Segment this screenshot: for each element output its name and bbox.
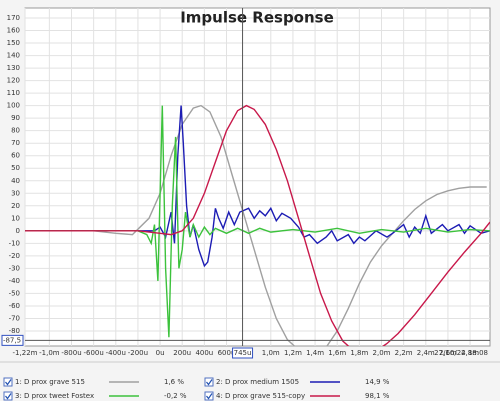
chart-title: Impulse Response [180,9,334,27]
y-tick-label: 170 [7,14,20,22]
x-tick-label: 1,0m [262,349,280,357]
x-tick-label: 0u [156,349,165,357]
y-tick-label: -60 [9,302,20,310]
plot-area [24,7,491,347]
x-tick-label: 2,4m [417,349,435,357]
y-tick-label: 110 [7,89,20,97]
cursor-x-label: 745u [234,349,252,357]
legend-percent: 1,6 % [164,378,184,386]
legend-check [206,379,213,386]
y-tick-label: 120 [7,77,20,85]
y-tick-label: 70 [11,139,20,147]
y-tick-label: 0 [16,227,20,235]
y-tick-label: 30 [11,189,20,197]
legend-percent: 98,1 % [365,392,390,400]
y-tick-label: 90 [11,114,20,122]
legend-percent: 14,9 % [365,378,390,386]
x-tick-label: 1,4m [306,349,324,357]
y-tick-label: -80 [9,327,20,335]
y-tick-label: -70 [9,314,20,322]
series-line [25,105,490,338]
y-tick-label: -50 [9,289,20,297]
legend-name: 2: D prox medium 1505 [216,378,299,386]
x-tick-label: 400u [195,349,213,357]
y-tick-label: 130 [7,64,20,72]
x-tick-label: 1,6m [328,349,346,357]
series-line [25,104,490,346]
y-tick-label: 60 [11,152,20,160]
y-tick-label: -10 [9,239,20,247]
series-line [25,105,490,268]
legend-percent: -0,2 % [164,392,187,400]
x-tick-label: 1,2m [284,349,302,357]
y-tick-label: 100 [7,102,20,110]
legend-checkbox[interactable] [3,377,13,387]
y-tick-label: 10 [11,214,20,222]
x-tick-label: -800u [61,349,81,357]
x-tick-label: 200u [173,349,191,357]
x-tick-label: 2,0m [373,349,391,357]
cursor-x-box [232,347,254,359]
y-tick-label: 20 [11,202,20,210]
series-line [25,104,487,346]
y-tick-label: 160 [7,27,20,35]
y-tick-label: 150 [7,39,20,47]
x-tick-label: 2,2m [395,349,413,357]
y-tick-label: -30 [9,264,20,272]
x-tick-label: -1,0m [39,349,60,357]
y-tick-label: 80 [11,127,20,135]
timestamp: 27/10/24 18:08 [434,349,488,357]
x-tick-label: -200u [128,349,148,357]
legend-name: 4: D prox grave 515-copy [216,392,305,400]
y-tick-label: 140 [7,52,20,60]
x-tick-label: -600u [83,349,103,357]
y-tick-label: -20 [9,252,20,260]
y-tick-label: 50 [11,164,20,172]
cursor-y-label: -87,5 [3,336,21,344]
x-tick-label: 1,8m [350,349,368,357]
legend-check [5,379,12,386]
legend-checkbox[interactable] [204,377,214,387]
x-tick-label: 600u [218,349,236,357]
cursor-y-box [1,334,24,346]
y-tick-label: -40 [9,277,20,285]
legend-check [5,393,12,400]
legend-name: 1: D prox grave 515 [15,378,85,386]
x-tick-label: -1,22m [13,349,38,357]
x-tick-label: -400u [106,349,126,357]
legend-checkbox[interactable] [204,391,214,401]
x-tick-label: 2,8m [461,349,479,357]
x-tick-label: 2,6m [439,349,457,357]
legend-check [206,393,213,400]
legend-name: 3: D prox tweet Fostex [15,392,94,400]
y-tick-label: 40 [11,177,20,185]
legend-checkbox[interactable] [3,391,13,401]
